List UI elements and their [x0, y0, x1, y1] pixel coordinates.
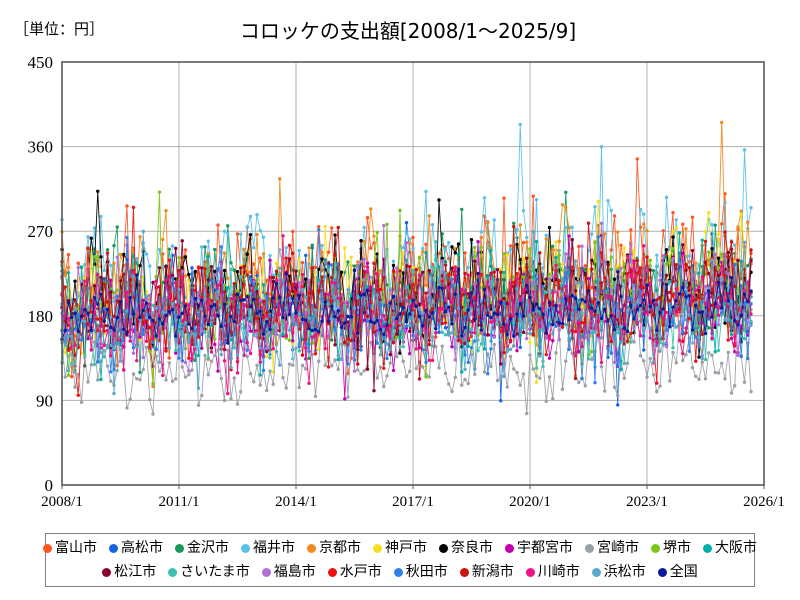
- y-axis-labels: 0 90 180 270 360 450: [28, 53, 54, 495]
- legend-row: 富山市 高松市 金沢市 福井市 京都市 神戸市 奈良市 宇都宮市 宮崎市 堺市 大阪市: [43, 536, 757, 560]
- legend-item-秋田市[interactable]: 秋田市: [393, 564, 448, 580]
- legend-label: 松江市: [114, 564, 157, 580]
- legend-label: 堺市: [663, 540, 691, 556]
- svg-text:2020/1: 2020/1: [509, 494, 551, 510]
- legend-item-堺市[interactable]: 堺市: [651, 541, 691, 555]
- legend-item-宮崎市[interactable]: 宮崎市: [585, 541, 639, 555]
- legend-swatch-icon: [307, 543, 316, 553]
- svg-text:180: 180: [28, 307, 54, 326]
- legend-item-福井市[interactable]: 福井市: [241, 541, 295, 555]
- series-浜松市: [60, 229, 753, 396]
- legend-label: 全国: [669, 564, 698, 580]
- svg-text:450: 450: [28, 53, 54, 72]
- legend-item-松江市[interactable]: 松江市: [102, 565, 156, 579]
- legend-swatch-icon: [241, 543, 250, 553]
- legend-swatch-icon: [43, 543, 52, 553]
- legend-swatch-icon: [657, 567, 667, 577]
- svg-text:2011/1: 2011/1: [158, 494, 199, 510]
- legend-item-浜松市[interactable]: 浜松市: [591, 564, 646, 580]
- legend-swatch-icon: [327, 567, 337, 577]
- svg-text:360: 360: [28, 138, 54, 157]
- legend-label: 川崎市: [537, 564, 580, 580]
- legend-swatch-icon: [651, 543, 660, 553]
- legend-label: 奈良市: [451, 540, 493, 556]
- svg-text:0: 0: [45, 476, 54, 495]
- x-axis-labels: 2008/1 2011/1 2014/1 2017/1 2020/1 2023/1 2026…: [41, 485, 785, 510]
- legend-label: 金沢市: [187, 540, 229, 556]
- legend-label: 秋田市: [405, 564, 448, 580]
- legend-item-全国[interactable]: 全国: [657, 564, 698, 580]
- legend-swatch-icon: [525, 567, 535, 577]
- legend-label: 浜松市: [603, 564, 646, 580]
- legend-swatch-icon: [168, 567, 178, 577]
- legend-swatch-icon: [439, 543, 448, 553]
- legend-item-京都市[interactable]: 京都市: [307, 541, 361, 555]
- svg-text:270: 270: [28, 222, 54, 241]
- plot-area: 0 90 180 270 360 450 2008/1 2011/1 2014/1 2017/1 2…: [28, 53, 785, 510]
- data-series-group: [60, 120, 753, 416]
- legend-swatch-icon: [591, 567, 601, 577]
- legend-item-神戸市[interactable]: 神戸市: [373, 541, 427, 555]
- legend-item-奈良市[interactable]: 奈良市: [439, 541, 493, 555]
- legend-item-宇都宮市[interactable]: 宇都宮市: [505, 541, 573, 555]
- legend-label: 高松市: [121, 540, 163, 556]
- legend-item-福島市[interactable]: 福島市: [261, 564, 316, 580]
- svg-text:2008/1: 2008/1: [41, 494, 83, 510]
- page-title: コロッケの支出額[2008/1〜2025/9]: [239, 19, 577, 43]
- legend-item-水戸市[interactable]: 水戸市: [327, 564, 382, 580]
- legend-label: 大阪市: [715, 540, 757, 556]
- svg-text:2014/1: 2014/1: [275, 494, 317, 510]
- legend-swatch-icon: [505, 543, 514, 553]
- svg-text:2017/1: 2017/1: [392, 494, 434, 510]
- legend-swatch-icon: [261, 567, 271, 577]
- legend-swatch-icon: [109, 543, 118, 553]
- legend-item-金沢市[interactable]: 金沢市: [175, 541, 229, 555]
- svg-text:2026/1: 2026/1: [743, 494, 785, 510]
- legend-label: 福島市: [273, 564, 316, 580]
- legend-label: 新潟市: [471, 564, 514, 580]
- legend-item-新潟市[interactable]: 新潟市: [459, 564, 514, 580]
- unit-label: ［単位：円］: [14, 20, 105, 38]
- legend-swatch-icon: [703, 543, 712, 553]
- legend-label: 宮崎市: [597, 540, 639, 556]
- legend-item-大阪市[interactable]: 大阪市: [703, 541, 757, 555]
- legend-label: さいたま市: [180, 564, 250, 580]
- legend-row: 松江市 さいたま市 福島市 水戸市 秋田市 新潟市 川崎市 浜松市 全国: [52, 560, 748, 584]
- legend-item-さいたま市[interactable]: さいたま市: [168, 565, 250, 579]
- svg-text:2023/1: 2023/1: [626, 494, 668, 510]
- legend-item-高松市[interactable]: 高松市: [109, 541, 163, 555]
- legend-swatch-icon: [393, 567, 403, 577]
- legend-swatch-icon: [175, 543, 184, 553]
- legend-swatch-icon: [102, 567, 112, 577]
- chart-legend: 富山市 高松市 金沢市 福井市 京都市 神戸市 奈良市 宇都宮市 宮崎市 堺市 大阪市松江市 さいたま…: [43, 533, 757, 587]
- legend-swatch-icon: [459, 567, 469, 577]
- legend-item-富山市[interactable]: 富山市: [43, 541, 97, 555]
- svg-text:90: 90: [36, 391, 53, 410]
- legend-swatch-icon: [373, 543, 382, 553]
- legend-label: 宇都宮市: [517, 540, 573, 556]
- series-全国: [60, 268, 753, 345]
- legend-swatch-icon: [585, 543, 594, 553]
- legend-label: 神戸市: [385, 540, 427, 556]
- gridlines: [62, 62, 764, 485]
- legend-label: 富山市: [55, 540, 97, 556]
- legend-label: 水戸市: [339, 564, 382, 580]
- legend-label: 福井市: [253, 540, 295, 556]
- legend-label: 京都市: [319, 540, 361, 556]
- legend-item-川崎市[interactable]: 川崎市: [525, 564, 580, 580]
